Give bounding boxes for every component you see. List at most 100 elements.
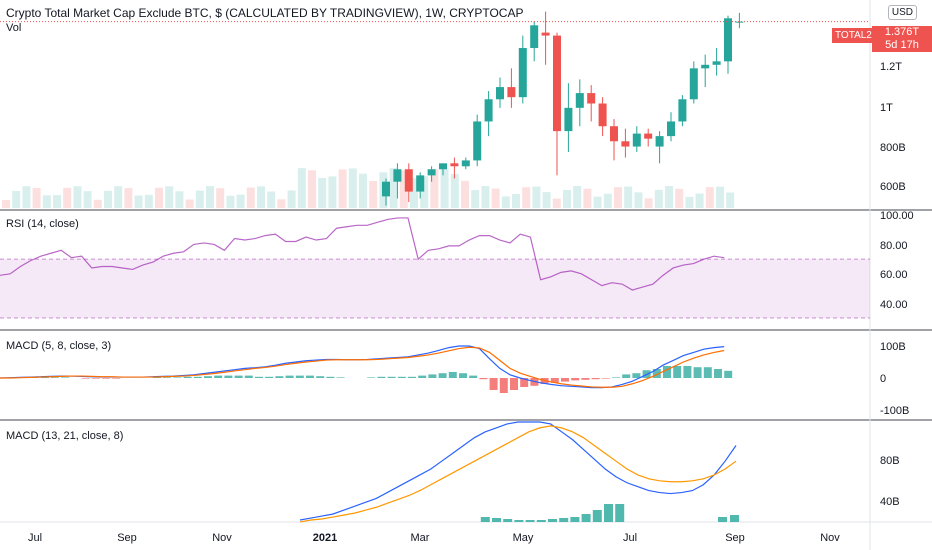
volume-bar bbox=[501, 196, 510, 208]
volume-bar bbox=[63, 187, 72, 208]
currency-button[interactable]: USD bbox=[887, 5, 917, 20]
candle-body bbox=[461, 160, 470, 167]
macd-line bbox=[0, 345, 725, 389]
rsi-legend: RSI (14, close) bbox=[6, 218, 79, 230]
macd-histogram-bar bbox=[193, 376, 202, 378]
macd-histogram-bar bbox=[183, 376, 192, 378]
macd-histogram-bar bbox=[469, 375, 478, 378]
volume-bar bbox=[318, 177, 327, 208]
volume-bar bbox=[420, 176, 429, 208]
macd-histogram-bar bbox=[285, 375, 294, 378]
volume-bar bbox=[185, 199, 194, 208]
volume-bar bbox=[726, 192, 735, 208]
macd2-histogram-bar bbox=[536, 520, 546, 522]
volume-bar bbox=[328, 176, 337, 208]
macd-histogram-bar bbox=[459, 373, 467, 378]
volume-bar bbox=[369, 181, 378, 208]
macd-histogram-bar bbox=[173, 377, 182, 378]
macd-histogram-bar bbox=[91, 378, 100, 379]
candle-body bbox=[484, 99, 493, 122]
macd-histogram-bar bbox=[438, 373, 447, 378]
macd2-histogram-bar bbox=[718, 517, 727, 522]
macd2-histogram-bar bbox=[503, 519, 513, 522]
macd-histogram-bar bbox=[612, 377, 620, 378]
macd-histogram-bar bbox=[367, 377, 376, 378]
rsi-tick-label: 80.00 bbox=[880, 240, 908, 252]
volume-bar bbox=[246, 187, 255, 208]
rsi-tick-label: 60.00 bbox=[880, 269, 908, 281]
chart-title: Crypto Total Market Cap Exclude BTC, $ (… bbox=[6, 6, 524, 20]
candle-body bbox=[678, 99, 687, 122]
macd2-histogram-bar bbox=[570, 517, 580, 522]
candle-body bbox=[621, 141, 630, 147]
volume-bar bbox=[685, 196, 694, 208]
macd-histogram-bar bbox=[428, 374, 437, 378]
candle-body bbox=[587, 93, 596, 104]
macd-histogram-bar bbox=[102, 378, 110, 379]
macd-histogram-bar bbox=[489, 378, 498, 390]
volume-bar bbox=[83, 191, 92, 208]
candle-body bbox=[644, 133, 653, 139]
candle-body bbox=[473, 121, 482, 161]
macd-histogram-bar bbox=[714, 369, 722, 378]
last-price-tag: 1.376T 5d 17h bbox=[872, 26, 932, 52]
macd-histogram-bar bbox=[479, 378, 488, 380]
volume-bar bbox=[471, 190, 480, 208]
candle-body bbox=[689, 68, 698, 100]
macd-histogram-bar bbox=[673, 366, 682, 378]
macd-histogram-bar bbox=[683, 366, 692, 378]
price-tick-label: 800B bbox=[880, 142, 906, 154]
macd-slow-legend: MACD (13, 21, close, 8) bbox=[6, 430, 124, 442]
macd-histogram-bar bbox=[397, 376, 406, 378]
macd-histogram-bar bbox=[571, 378, 580, 381]
candle-body bbox=[632, 133, 641, 147]
volume-bar bbox=[542, 192, 551, 208]
volume-bar bbox=[53, 195, 61, 208]
volume-bar bbox=[654, 189, 663, 208]
volume-bar bbox=[583, 188, 592, 208]
volume-bar bbox=[665, 186, 673, 208]
volume-bar bbox=[165, 186, 174, 208]
macd2-tick-label: 80B bbox=[880, 455, 900, 467]
candle-body bbox=[541, 32, 550, 36]
x-tick-label: May bbox=[513, 532, 534, 544]
macd2-histogram-bar bbox=[548, 519, 557, 522]
macd-histogram-bar bbox=[316, 376, 325, 378]
volume-bar bbox=[552, 198, 561, 208]
macd-histogram-bar bbox=[336, 377, 345, 378]
candle-body bbox=[712, 61, 721, 65]
macd-histogram-bar bbox=[112, 378, 121, 379]
volume-bar bbox=[124, 188, 133, 208]
volume-bar bbox=[450, 173, 459, 208]
volume-bar bbox=[267, 191, 276, 208]
candle-body bbox=[496, 87, 504, 100]
volume-bar bbox=[644, 198, 653, 208]
macd-histogram-bar bbox=[153, 377, 161, 378]
macd-histogram-bar bbox=[275, 376, 284, 378]
macd-histogram-bar bbox=[499, 378, 508, 393]
macd2-histogram-bar bbox=[592, 510, 602, 522]
volume-bar bbox=[634, 192, 643, 208]
candle-body bbox=[667, 121, 675, 137]
macd-histogram-bar bbox=[40, 377, 49, 378]
macd-histogram-bar bbox=[81, 378, 90, 379]
macd-histogram-bar bbox=[255, 376, 263, 378]
x-tick-label: Sep bbox=[117, 532, 137, 544]
volume-bar bbox=[2, 200, 10, 208]
candle-body bbox=[735, 21, 744, 23]
macd2-line bbox=[299, 421, 737, 521]
signal-line bbox=[0, 346, 725, 388]
volume-bar bbox=[614, 187, 622, 208]
candle-body bbox=[701, 64, 710, 69]
volume-bar bbox=[206, 186, 214, 208]
macd-histogram-bar bbox=[214, 375, 223, 378]
volume-bar bbox=[512, 194, 520, 208]
macd2-histogram-bar bbox=[492, 518, 501, 522]
candle-body bbox=[610, 126, 618, 142]
macd2-histogram-bar bbox=[514, 520, 524, 522]
macd-histogram-bar bbox=[163, 377, 172, 378]
bar-countdown: 5d 17h bbox=[885, 39, 919, 51]
volume-bar bbox=[573, 186, 582, 208]
macd-histogram-bar bbox=[377, 376, 386, 378]
